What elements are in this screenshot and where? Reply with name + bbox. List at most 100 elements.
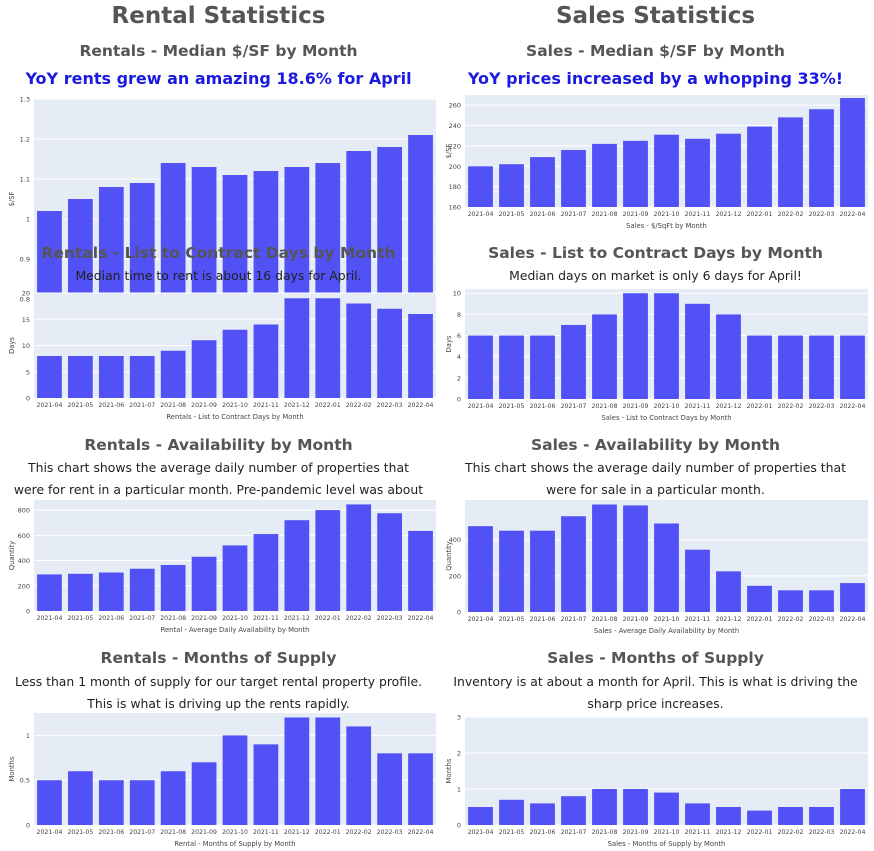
rental-statistics-column: Rental Statistics Rentals - Median $/SF … xyxy=(8,3,436,848)
x-tick-label: 2022-04 xyxy=(408,402,434,409)
x-tick-label: 2021-11 xyxy=(685,829,711,836)
x-tick-label: 2022-02 xyxy=(778,829,804,836)
x-tick-label: 2022-04 xyxy=(840,211,866,218)
sales-psf-highlight: YoY prices increased by a whopping 33%! xyxy=(467,69,844,88)
bar xyxy=(840,335,865,399)
y-tick-label: 10 xyxy=(22,342,30,350)
bar xyxy=(68,356,93,398)
rental-statistics-title: Rental Statistics xyxy=(111,3,326,29)
bar xyxy=(840,583,865,612)
x-tick-label: 2021-05 xyxy=(499,829,525,836)
rent-days-description: Median time to rent is about 16 days for… xyxy=(75,268,362,283)
x-tick-label: 2021-08 xyxy=(160,402,186,409)
bar xyxy=(222,735,248,825)
x-tick-label: 2022-02 xyxy=(778,616,804,623)
x-tick-label: 2021-06 xyxy=(530,403,556,410)
rent-supply-heading: Rentals - Months of Supply xyxy=(100,649,337,667)
bar xyxy=(809,807,834,825)
bar xyxy=(685,803,710,825)
bar xyxy=(716,807,741,825)
x-axis-title: Sales - $/SqFt by Month xyxy=(626,222,707,230)
x-tick-label: 2021-07 xyxy=(561,403,587,410)
bar xyxy=(98,780,124,825)
bar xyxy=(499,799,524,825)
x-tick-label: 2021-10 xyxy=(654,403,680,410)
x-tick-label: 2021-07 xyxy=(129,402,155,409)
x-tick-label: 2021-12 xyxy=(716,616,742,623)
y-axis-title: $/SF xyxy=(8,191,16,206)
y-tick-label: 10 xyxy=(453,290,461,298)
x-tick-label: 2022-01 xyxy=(315,829,341,836)
bar xyxy=(654,523,679,612)
bar xyxy=(623,505,648,612)
bar xyxy=(530,530,555,612)
y-tick-label: 260 xyxy=(449,102,461,110)
x-tick-label: 2021-05 xyxy=(67,829,93,836)
y-tick-label: 0.5 xyxy=(20,777,30,785)
y-tick-label: 200 xyxy=(449,163,461,171)
x-tick-label: 2021-07 xyxy=(129,615,155,622)
bar xyxy=(377,147,402,299)
bar xyxy=(592,789,617,825)
bar xyxy=(468,526,493,612)
bar xyxy=(561,149,586,207)
x-tick-label: 2021-09 xyxy=(191,615,217,622)
x-tick-label: 2022-01 xyxy=(747,616,773,623)
y-axis-title: Quantity xyxy=(8,541,16,570)
bar xyxy=(499,530,524,612)
x-tick-label: 2021-10 xyxy=(222,615,248,622)
rent-days-heading: Rentals - List to Contract Days by Month xyxy=(41,244,396,262)
x-tick-label: 2022-02 xyxy=(778,403,804,410)
bar xyxy=(468,166,493,207)
x-tick-label: 2021-06 xyxy=(98,829,124,836)
bar xyxy=(592,504,617,612)
y-tick-label: 200 xyxy=(449,572,461,580)
bar xyxy=(685,549,710,612)
x-tick-label: 2021-05 xyxy=(499,403,525,410)
y-axis-title: $/SF xyxy=(445,143,453,158)
bar xyxy=(377,513,402,611)
bar xyxy=(561,324,586,399)
x-tick-label: 2021-04 xyxy=(468,403,494,410)
bar xyxy=(98,572,124,611)
bar xyxy=(747,585,772,612)
x-axis-title: Rental - Months of Supply by Month xyxy=(174,840,295,848)
bar xyxy=(191,340,217,398)
bar xyxy=(408,314,433,398)
rent-avail-chart: 0 200 400 600 800 2021-04 2021-05 2021-06 2021-0… xyxy=(8,500,436,634)
x-tick-label: 2021-11 xyxy=(685,616,711,623)
x-tick-label: 2021-04 xyxy=(37,615,63,622)
y-tick-label: 0 xyxy=(26,395,30,403)
y-tick-label: 0.9 xyxy=(20,256,30,264)
bar xyxy=(315,510,341,611)
x-tick-label: 2022-01 xyxy=(315,402,341,409)
bar xyxy=(377,753,402,825)
x-tick-label: 2021-11 xyxy=(685,403,711,410)
x-axis-title: Sales - List to Contract Days by Month xyxy=(601,414,731,422)
bar xyxy=(315,717,341,825)
x-tick-label: 2021-08 xyxy=(592,403,618,410)
bar xyxy=(408,530,433,611)
bar xyxy=(129,780,155,825)
x-tick-label: 2021-07 xyxy=(561,829,587,836)
y-axis-title: Days xyxy=(445,335,453,352)
x-tick-label: 2021-07 xyxy=(561,616,587,623)
bar xyxy=(98,356,124,398)
sales-supply-chart: 0 1 2 3 2021-04 2021-05 2021-06 2021-07 2021-08 2… xyxy=(445,714,868,848)
bar xyxy=(809,109,834,207)
x-tick-label: 2021-06 xyxy=(98,615,124,622)
y-tick-label: 800 xyxy=(18,507,30,515)
y-tick-label: 2 xyxy=(457,374,461,382)
bar xyxy=(623,293,648,399)
x-tick-label: 2021-06 xyxy=(98,402,124,409)
rent-avail-heading: Rentals - Availability by Month xyxy=(84,436,353,454)
bar xyxy=(37,574,62,611)
x-tick-label: 2022-03 xyxy=(809,211,835,218)
bar xyxy=(315,298,341,398)
bar xyxy=(716,133,741,207)
bar xyxy=(561,516,586,612)
bar xyxy=(222,329,248,398)
x-tick-label: 2022-04 xyxy=(840,403,866,410)
rent-days-chart: 0 5 10 15 20 2021-04 2021-05 2021-06 2021-07 2021… xyxy=(8,290,436,421)
y-tick-label: 160 xyxy=(449,204,461,212)
